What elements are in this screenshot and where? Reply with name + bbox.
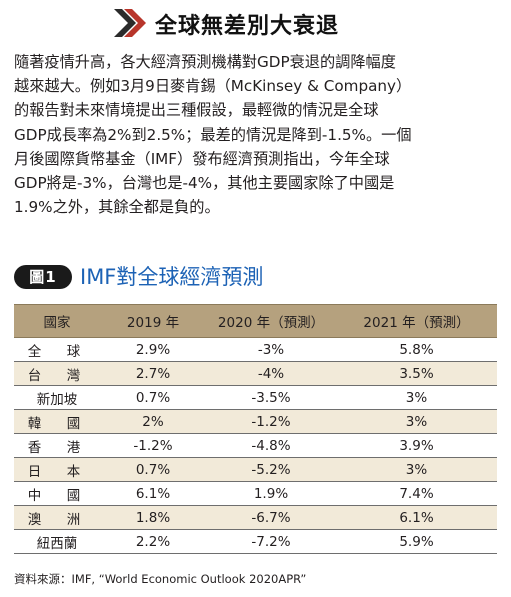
value-cell-2020: -4.8% [206,433,336,458]
country-cell: 全 球 [14,337,100,362]
value-cell-2021: 3.9% [336,433,497,458]
table-row: 澳 洲 1.8% -6.7% 6.1% [14,505,497,530]
table-row: 日 本 0.7% -5.2% 3% [14,457,497,482]
forecast-table: 國家 2019 年 2020 年（預測） 2021 年（預測） 全 球 2.9%… [14,304,497,554]
value-cell-2021: 6.1% [336,505,497,530]
country-cell: 韓 國 [14,409,100,434]
value-cell-2019: 0.7% [100,457,206,482]
figure-caption: 圖1 IMF對全球經濟預測 [14,263,494,293]
value-cell-2021: 3% [336,409,497,434]
value-cell-2021: 5.8% [336,337,497,362]
article-body: 隨著疫情升高，各大經濟預測機構對GDP衰退的調降幅度 越來越大。例如3月9日麥肯… [14,50,498,219]
value-cell-2020: -3.5% [206,385,336,410]
article-title: 全球無差別大衰退 [155,13,340,39]
value-cell-2020: -4% [206,361,336,386]
value-cell-2020: -3% [206,337,336,362]
value-cell-2020: -5.2% [206,457,336,482]
table-row: 中 國 6.1% 1.9% 7.4% [14,481,497,506]
table-row: 台 灣 2.7% -4% 3.5% [14,361,497,386]
body-line: 月後國際貨幣基金（IMF）發布經濟預測指出，今年全球 [14,149,390,168]
value-cell-2019: 2% [100,409,206,434]
value-cell-2019: 1.8% [100,505,206,530]
country-cell: 澳 洲 [14,505,100,530]
value-cell-2021: 3% [336,385,497,410]
article-header: 全球無差別大衰退 [0,0,511,44]
country-cell: 台 灣 [14,361,100,386]
table-row: 新加坡 0.7% -3.5% 3% [14,385,497,410]
table-row: 全 球 2.9% -3% 5.8% [14,337,497,362]
value-cell-2021: 7.4% [336,481,497,506]
column-header-2019: 2019 年 [100,304,206,338]
column-header-country: 國家 [14,304,100,338]
table-row: 紐西蘭 2.2% -7.2% 5.9% [14,529,497,554]
body-line: 越來越大。例如3月9日麥肯錫（McKinsey & Company） [14,77,412,96]
country-cell: 日 本 [14,457,100,482]
table-row: 韓 國 2% -1.2% 3% [14,409,497,434]
country-cell: 紐西蘭 [14,529,100,554]
value-cell-2021: 5.9% [336,529,497,554]
column-header-2021: 2021 年（預測） [336,304,497,338]
country-cell: 香 港 [14,433,100,458]
value-cell-2019: 2.9% [100,337,206,362]
value-cell-2020: -1.2% [206,409,336,434]
table-header-row: 國家 2019 年 2020 年（預測） 2021 年（預測） [14,304,497,338]
country-cell: 中 國 [14,481,100,506]
value-cell-2019: 2.2% [100,529,206,554]
body-line: 隨著疫情升高，各大經濟預測機構對GDP衰退的調降幅度 [14,53,396,71]
value-cell-2019: -1.2% [100,433,206,458]
value-cell-2020: -6.7% [206,505,336,530]
value-cell-2019: 0.7% [100,385,206,410]
figure-title: IMF對全球經濟預測 [80,265,264,289]
figure-badge: 圖1 [14,265,72,289]
value-cell-2020: 1.9% [206,481,336,506]
source-note: 資料來源：IMF, “World Economic Outlook 2020AP… [14,572,307,586]
column-header-2020: 2020 年（預測） [206,304,336,338]
value-cell-2021: 3.5% [336,361,497,386]
value-cell-2019: 2.7% [100,361,206,386]
body-line: GDP將是-3%，台灣也是-4%，其他主要國家除了中國是 [14,174,395,193]
double-chevron-icon [114,9,146,37]
value-cell-2019: 6.1% [100,481,206,506]
body-line: GDP成長率為2%到2.5%；最差的情況是降到-1.5%。一個 [14,125,412,144]
value-cell-2021: 3% [336,457,497,482]
country-cell: 新加坡 [14,385,100,410]
body-line: 的報告對未來情境提出三種假設，最輕微的情況是全球 [14,101,379,120]
value-cell-2020: -7.2% [206,529,336,554]
body-line: 1.9%之外，其餘全都是負的。 [14,198,220,217]
table-row: 香 港 -1.2% -4.8% 3.9% [14,433,497,458]
